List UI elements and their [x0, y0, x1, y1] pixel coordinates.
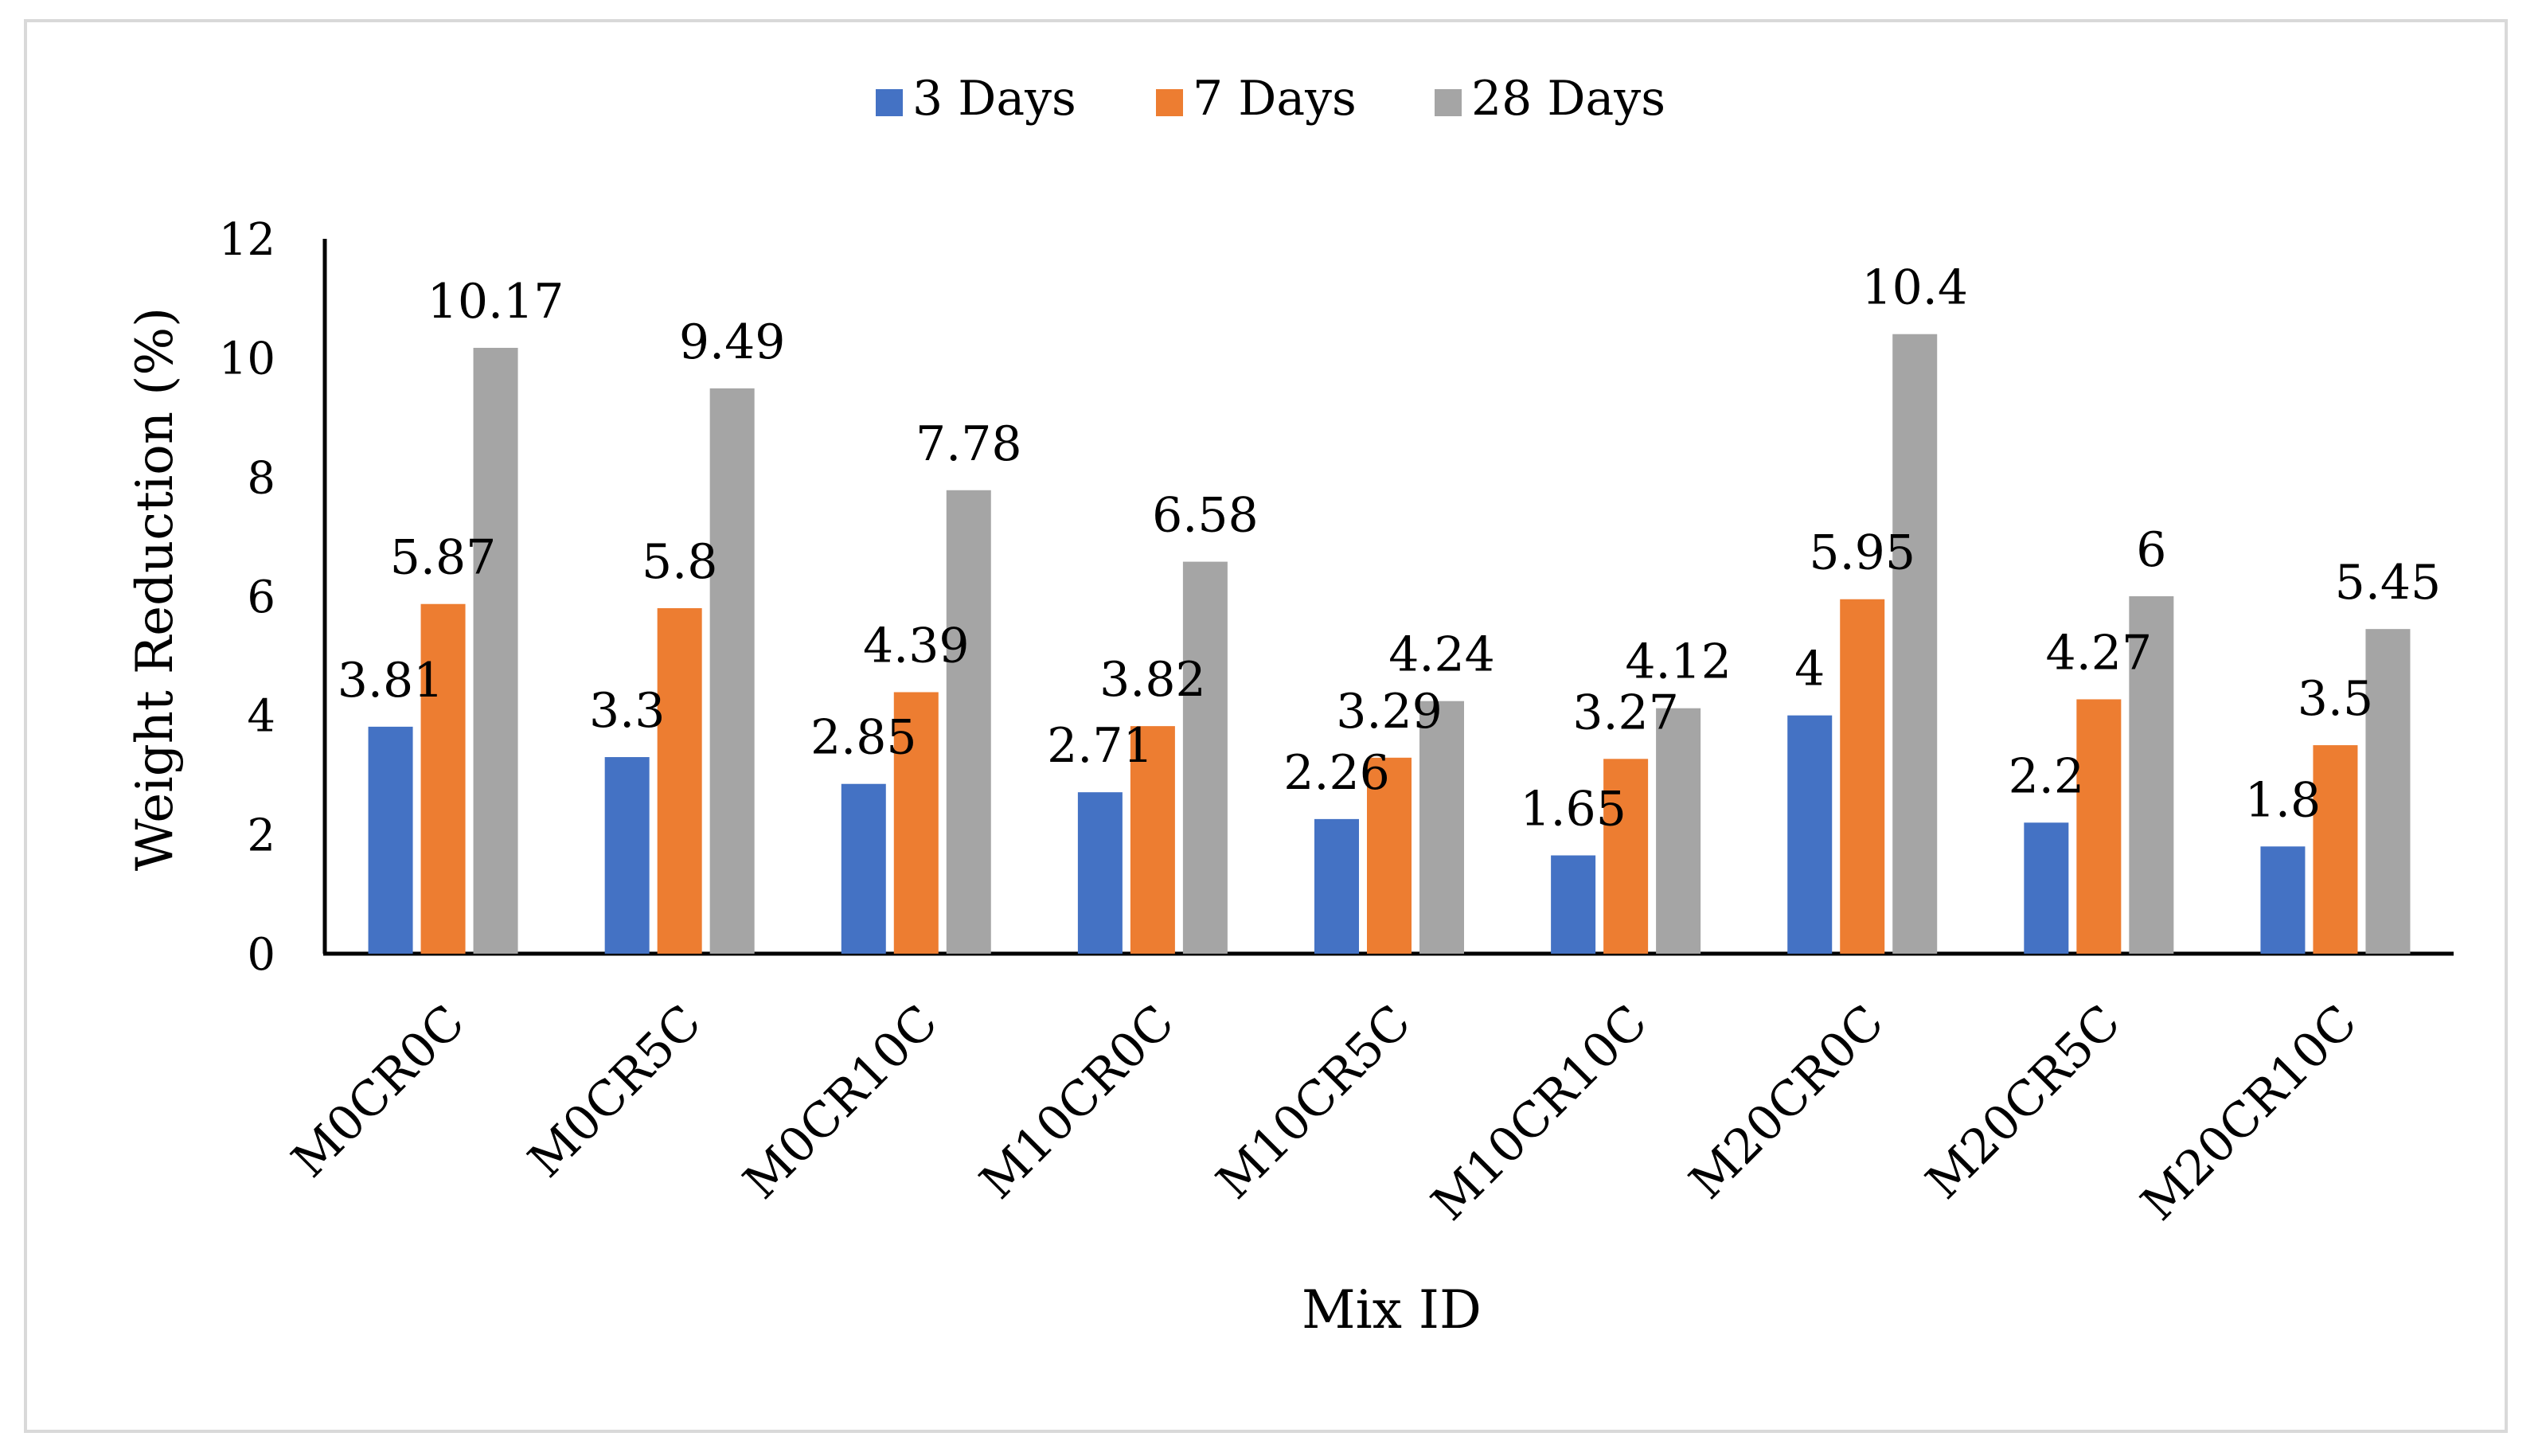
- bar-7-days: [1840, 599, 1885, 954]
- bar-28-days: [1892, 334, 1938, 954]
- data-label: 4.12: [1625, 634, 1732, 690]
- data-label: 5.95: [1809, 525, 1915, 581]
- legend-swatch: [1156, 89, 1183, 116]
- bar-28-days: [1182, 561, 1228, 954]
- legend-label: 3 Days: [912, 71, 1076, 127]
- data-label: 3.82: [1099, 652, 1206, 708]
- legend: 3 Days 7 Days 28 Days: [876, 71, 1665, 127]
- data-label: 6.58: [1152, 488, 1259, 544]
- x-tick-label: M0CR5C: [517, 994, 712, 1189]
- data-label: 6: [2136, 522, 2166, 578]
- legend-label: 28 Days: [1471, 71, 1665, 127]
- y-tick-label: 12: [219, 214, 275, 266]
- bar-3-days: [841, 783, 886, 954]
- x-tick-label: M20CR10C: [2130, 994, 2368, 1232]
- bar-28-days: [709, 388, 755, 954]
- data-label: 5.87: [390, 530, 497, 586]
- y-tick-label: 4: [247, 691, 275, 743]
- bar-3-days: [1314, 818, 1359, 954]
- y-axis-title: Weight Reduction (%): [126, 307, 185, 871]
- bar-7-days: [420, 603, 466, 954]
- data-label: 5.45: [2335, 555, 2442, 611]
- data-label: 2.85: [810, 710, 917, 766]
- bar-7-days: [2076, 699, 2122, 954]
- data-label: 4.24: [1388, 627, 1495, 683]
- data-label: 9.49: [679, 314, 786, 370]
- bar-28-days: [473, 347, 518, 954]
- x-tick-label: M10CR10C: [1421, 994, 1658, 1232]
- y-tick-label: 6: [247, 572, 275, 623]
- bar-7-days: [893, 692, 939, 954]
- x-tick-label: M0CR0C: [281, 994, 475, 1189]
- x-tick-label: M10CR5C: [1206, 994, 1422, 1210]
- legend-swatch: [876, 89, 903, 116]
- data-label: 1.8: [2245, 772, 2321, 828]
- x-tick-label: M20CR0C: [1679, 994, 1895, 1210]
- y-tick-label: 0: [247, 929, 275, 981]
- bar-7-days: [657, 607, 702, 954]
- data-label: 3.27: [1572, 685, 1679, 740]
- bar-7-days: [1130, 726, 1175, 954]
- bar-3-days: [1787, 715, 1833, 954]
- data-label: 2.26: [1283, 745, 1390, 801]
- bar-3-days: [1077, 792, 1123, 954]
- data-label: 10.17: [428, 274, 564, 330]
- data-label: 2.2: [2009, 748, 2084, 804]
- bar-3-days: [2260, 846, 2306, 954]
- data-label: 4.27: [2046, 625, 2153, 681]
- bar-28-days: [1419, 701, 1464, 954]
- x-tick-label: M0CR10C: [733, 994, 949, 1210]
- data-label: 3.5: [2298, 671, 2373, 727]
- data-label: 3.81: [338, 653, 444, 708]
- data-label: 10.4: [1861, 260, 1968, 316]
- bar-3-days: [604, 757, 650, 954]
- bar-28-days: [946, 490, 991, 954]
- bar-7-days: [1603, 759, 1649, 954]
- legend-label: 7 Days: [1193, 71, 1357, 127]
- bar-3-days: [1551, 855, 1596, 954]
- bar-3-days: [2024, 822, 2069, 954]
- x-tick-label: M10CR0C: [970, 994, 1185, 1210]
- data-label: 4: [1794, 642, 1825, 697]
- data-label: 2.71: [1047, 718, 1154, 774]
- bars: [368, 334, 2411, 954]
- x-axis-title: Mix ID: [1302, 1279, 1482, 1341]
- y-tick-label: 8: [247, 452, 275, 504]
- y-tick-label: 2: [247, 810, 275, 861]
- legend-swatch: [1435, 89, 1462, 116]
- y-tick-label: 10: [219, 334, 275, 385]
- data-label: 4.39: [863, 618, 970, 673]
- bar-7-days: [1367, 757, 1412, 954]
- data-label: 3.3: [589, 683, 665, 739]
- bar-28-days: [2129, 596, 2174, 954]
- data-label: 5.8: [642, 534, 717, 590]
- data-label: 7.78: [916, 416, 1022, 472]
- data-label: 3.29: [1336, 684, 1443, 740]
- bar-28-days: [2365, 629, 2411, 954]
- bar-28-days: [1656, 708, 1701, 954]
- data-labels: 3.81 5.87 10.17 3.3 5.8 9.49 2.85 4.39 7.78 2.71 3…: [338, 260, 2441, 837]
- x-tick-label: M20CR5C: [1915, 994, 2131, 1210]
- bar-7-days: [2313, 745, 2358, 954]
- bar-3-days: [368, 726, 413, 954]
- data-label: 1.65: [1520, 782, 1626, 837]
